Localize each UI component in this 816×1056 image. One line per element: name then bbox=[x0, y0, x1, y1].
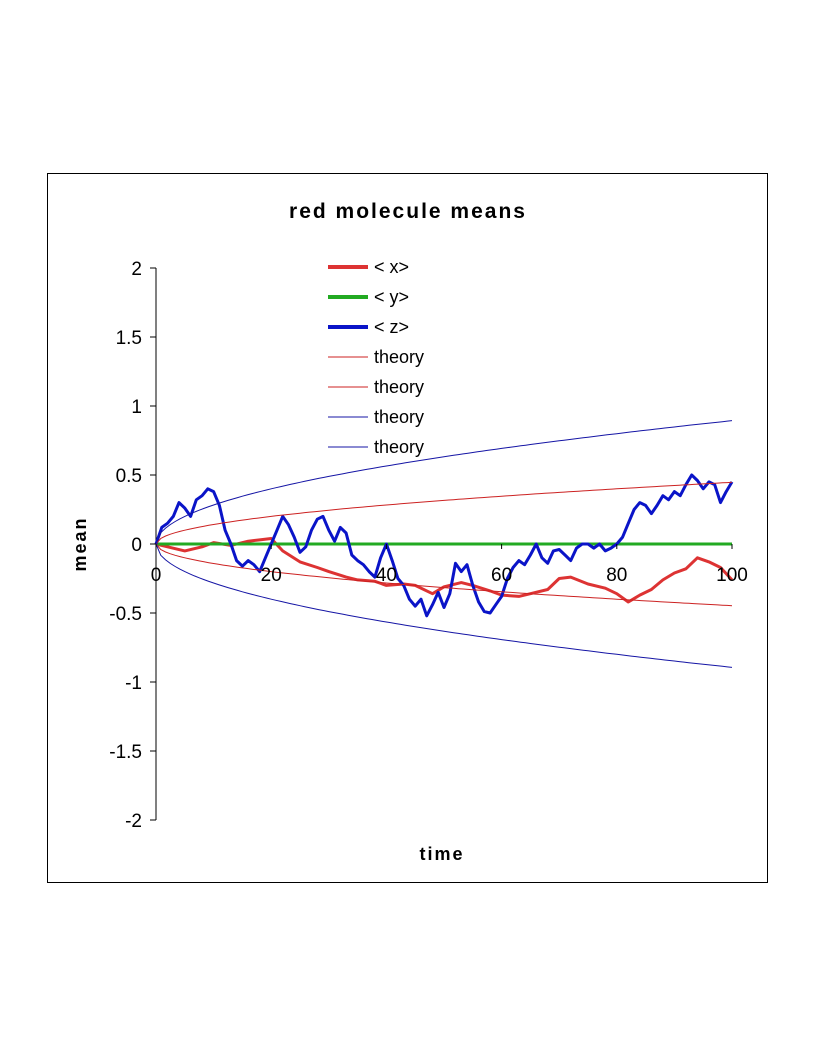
series-line-4 bbox=[155, 481, 733, 545]
series-line-5 bbox=[155, 543, 733, 607]
y-tick-label: -2 bbox=[125, 811, 142, 832]
legend-label-7: theory bbox=[374, 437, 424, 457]
series-line-3 bbox=[154, 473, 734, 618]
legend-label-6: theory bbox=[374, 407, 424, 427]
x-tick-label: 20 bbox=[261, 565, 282, 586]
x-tick-label: 80 bbox=[606, 565, 627, 586]
legend-label-2: < y> bbox=[374, 287, 409, 307]
chart-frame: red molecule means 0 20 40 60 80 100 2 1.5 1 0.5… bbox=[47, 173, 768, 883]
y-tick-label: 0.5 bbox=[116, 466, 142, 487]
plot-area bbox=[154, 268, 734, 820]
y-tick-label: -1 bbox=[125, 673, 142, 694]
chart-svg: red molecule means 0 20 40 60 80 100 2 1.5 1 0.5… bbox=[70, 200, 748, 864]
y-axis-ticks: 2 1.5 1 0.5 0 -0.5 -1 -1.5 -2 bbox=[109, 259, 156, 832]
legend-label-4: theory bbox=[374, 347, 424, 367]
series-line-7 bbox=[155, 543, 733, 668]
x-tick-label: 40 bbox=[376, 565, 397, 586]
y-tick-label: -1.5 bbox=[109, 742, 142, 763]
legend: < x> < y> < z> theory theory theory theory bbox=[328, 257, 424, 457]
legend-label-3: < z> bbox=[374, 317, 409, 337]
legend-label-5: theory bbox=[374, 377, 424, 397]
legend-label-1: < x> bbox=[374, 257, 409, 277]
y-tick-label: 1 bbox=[131, 397, 142, 418]
y-tick-label: 0 bbox=[131, 535, 142, 556]
series-line-6 bbox=[155, 420, 733, 545]
x-tick-label: 0 bbox=[151, 565, 162, 586]
chart-title: red molecule means bbox=[289, 200, 527, 223]
y-tick-label: 2 bbox=[131, 259, 142, 280]
x-axis-label: time bbox=[419, 844, 464, 864]
x-tick-label: 100 bbox=[716, 565, 748, 586]
x-tick-label: 60 bbox=[491, 565, 512, 586]
series-line-1 bbox=[155, 537, 734, 604]
y-axis-label: mean bbox=[70, 516, 90, 571]
y-tick-label: -0.5 bbox=[109, 604, 142, 625]
x-axis-ticks: 0 20 40 60 80 100 bbox=[151, 544, 748, 586]
y-tick-label: 1.5 bbox=[116, 328, 142, 349]
